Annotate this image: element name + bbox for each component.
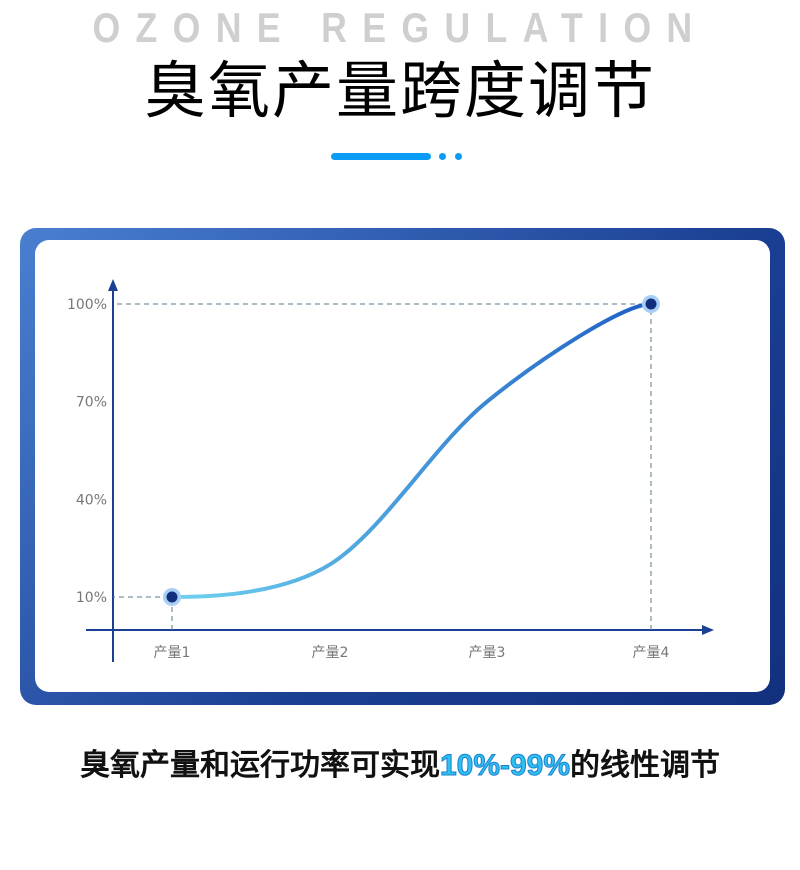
- x-axis-arrow-icon: [702, 625, 714, 635]
- y-tick-label: 10%: [76, 590, 107, 606]
- guide-line: [113, 303, 652, 630]
- x-tick-label: 产量4: [633, 645, 670, 661]
- y-axis-arrow-icon: [108, 279, 118, 291]
- x-tick-label: 产量1: [154, 645, 191, 661]
- chart-card: [20, 228, 785, 705]
- data-point: [645, 298, 657, 310]
- title-underline: [331, 153, 431, 160]
- x-tick-label: 产量3: [469, 645, 506, 661]
- y-tick-label: 100%: [67, 297, 107, 313]
- caption-highlight: 10%-99%: [439, 749, 571, 783]
- x-tick-label: 产量2: [312, 645, 349, 661]
- guide-line: [113, 596, 173, 630]
- page-title: 臭氧产量跨度调节: [143, 54, 656, 127]
- y-tick-label: 70%: [76, 395, 107, 411]
- caption: 臭氧产量和运行功率可实现10%-99%的线性调节: [0, 740, 800, 784]
- data-point: [166, 591, 178, 603]
- series-line: [171, 302, 652, 599]
- title-dot: [439, 153, 446, 160]
- caption-text: 臭氧产量和运行功率可实现: [79, 748, 440, 783]
- title-dot: [455, 153, 462, 160]
- y-tick-label: 40%: [76, 492, 107, 508]
- background-english-title: OZONE REGULATION: [92, 4, 708, 51]
- caption-text-end: 的线性调节: [570, 748, 721, 783]
